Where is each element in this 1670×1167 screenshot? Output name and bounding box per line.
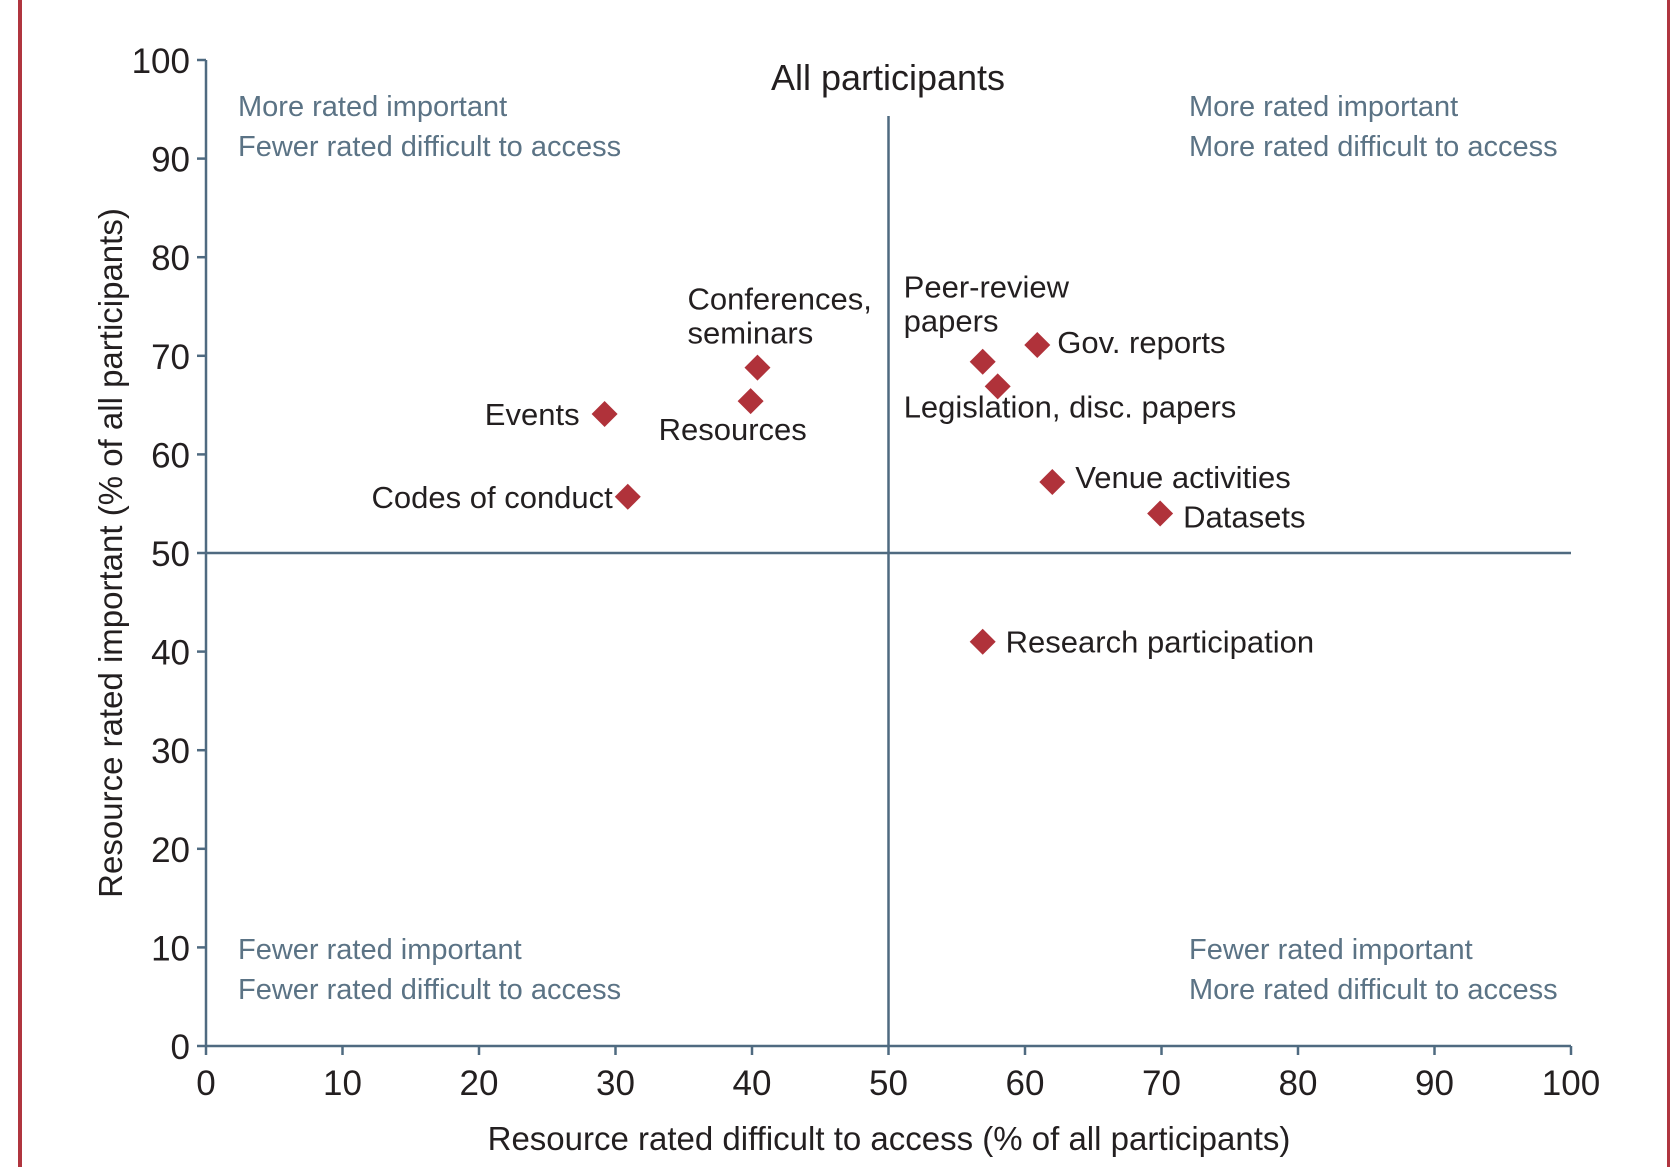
x-tick-label: 0: [196, 1064, 215, 1103]
data-point: Resources: [659, 388, 807, 447]
right-border-rule: [1667, 0, 1670, 1167]
data-label: Legislation, disc. papers: [904, 389, 1237, 424]
data-label: papers: [904, 304, 999, 339]
data-point: Datasets: [1147, 500, 1305, 535]
data-point: Legislation, disc. papers: [904, 373, 1237, 424]
data-label: Datasets: [1183, 500, 1305, 535]
y-tick-label: 80: [151, 239, 190, 278]
diamond-marker: [591, 400, 618, 427]
x-tick-label: 20: [460, 1064, 499, 1103]
data-point: Codes of conduct: [372, 480, 641, 515]
quadrant-annotation-top-left: Fewer rated difficult to access: [238, 131, 621, 163]
quadrant-annotation-bottom-right: More rated difficult to access: [1189, 974, 1558, 1006]
quadrant-annotation-bottom-left: Fewer rated difficult to access: [238, 974, 621, 1006]
diamond-marker: [744, 354, 771, 381]
y-tick-label: 100: [132, 42, 190, 81]
y-tick-label: 0: [171, 1028, 190, 1067]
y-tick-label: 70: [151, 338, 190, 377]
data-point: Events: [485, 397, 618, 432]
y-tick-label: 60: [151, 436, 190, 475]
data-label: Research participation: [1006, 625, 1314, 660]
x-tick-label: 80: [1279, 1064, 1318, 1103]
x-tick-label: 40: [733, 1064, 772, 1103]
x-tick-label: 90: [1415, 1064, 1454, 1103]
y-tick-label: 30: [151, 732, 190, 771]
x-tick-label: 10: [323, 1064, 362, 1103]
chart-title: All participants: [771, 57, 1005, 98]
data-label: Codes of conduct: [372, 480, 614, 515]
x-tick-label: 30: [596, 1064, 635, 1103]
y-tick-label: 90: [151, 141, 190, 180]
quadrant-annotation-top-left: More rated important: [238, 91, 507, 123]
data-label: Venue activities: [1075, 460, 1290, 495]
diamond-marker: [737, 388, 764, 415]
diamond-marker: [969, 628, 996, 655]
axes: 0 10 20 30 40 50 60 70 80 90 100 0 10 20 30 40 50 60 70 80 9…: [132, 42, 1601, 1103]
data-label: Conferences,: [687, 282, 871, 317]
x-tick-label: 60: [1006, 1064, 1045, 1103]
x-tick-label: 50: [869, 1064, 908, 1103]
y-tick-label: 10: [151, 929, 190, 968]
quadrant-annotation-top-right: More rated difficult to access: [1189, 131, 1558, 163]
data-points: Events Codes of conduct Conferences,semina…: [372, 270, 1315, 660]
data-label: Resources: [659, 412, 807, 447]
diamond-marker: [614, 483, 641, 510]
diamond-marker: [1039, 469, 1066, 496]
quadrant-annotations: More rated important Fewer rated difficul…: [238, 91, 1558, 1006]
y-tick-label: 50: [151, 535, 190, 574]
data-point: Gov. reports: [1024, 325, 1226, 360]
data-label: seminars: [687, 316, 813, 351]
y-tick-label: 20: [151, 831, 190, 870]
x-axis-title: Resource rated difficult to access (% of…: [488, 1120, 1291, 1157]
quadrant-annotation-bottom-right: Fewer rated important: [1189, 934, 1473, 966]
y-tick-label: 40: [151, 634, 190, 673]
x-tick-label: 70: [1142, 1064, 1181, 1103]
x-tick-label: 100: [1542, 1064, 1600, 1103]
data-point: Venue activities: [1039, 460, 1291, 496]
diamond-marker: [1147, 500, 1174, 527]
data-label: Events: [485, 397, 580, 432]
data-label: Gov. reports: [1057, 325, 1225, 360]
diamond-marker: [1024, 331, 1051, 358]
quadrant-annotation-top-right: More rated important: [1189, 91, 1458, 123]
left-border-rule: [18, 0, 22, 1167]
diamond-marker: [969, 348, 996, 375]
diamond-marker: [984, 373, 1011, 400]
data-point: Conferences,seminars: [687, 282, 872, 381]
quadrant-annotation-bottom-left: Fewer rated important: [238, 934, 522, 966]
y-axis-title: Resource rated important (% of all parti…: [92, 208, 129, 898]
data-point: Research participation: [969, 625, 1314, 660]
data-label: Peer-review: [904, 270, 1070, 305]
